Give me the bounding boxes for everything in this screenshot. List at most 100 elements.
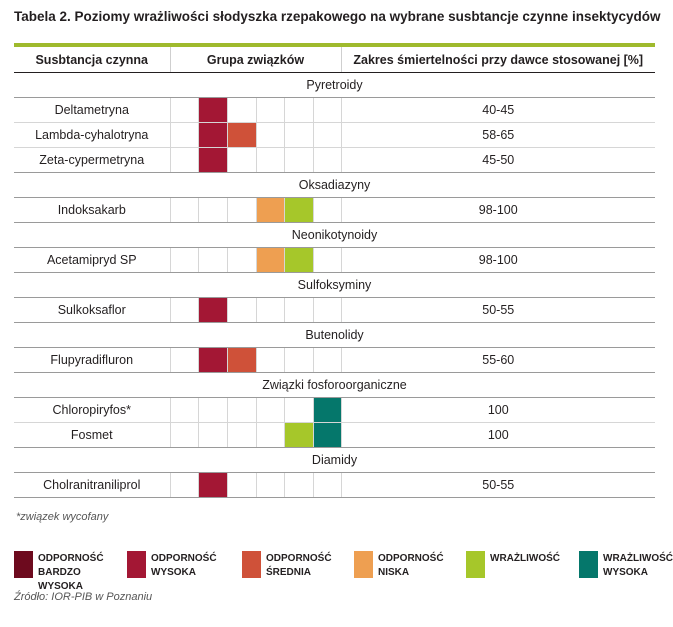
category-label: Oksadiazyny [14,172,655,198]
mortality-value: 55-60 [340,347,655,373]
substance-name: Fosmet [14,422,170,448]
group-cell [283,247,313,273]
header-mortality-range: Zakres śmiertelności przy dawce stosowan… [341,47,655,73]
group-cell [283,422,313,448]
category-row: Oksadiazyny [14,172,655,198]
header-row: Susbtancja czynna Grupa związków Zakres … [14,47,655,73]
table-row: Zeta-cypermetryna 45-50 [14,147,655,173]
table-row: Cholranitraniliprol 50-55 [14,472,655,498]
substance-name: Flupyradifluron [14,347,170,373]
substance-name: Deltametryna [14,97,170,123]
mortality-value: 100 [340,422,655,448]
group-cell [169,97,198,123]
group-cell [169,247,198,273]
group-cell [226,422,256,448]
substance-name: Sulkoksaflor [14,297,170,323]
mortality-value: 100 [340,397,655,423]
group-cell [197,297,227,323]
category-label: Sulfoksyminy [14,272,655,298]
group-cell [169,147,198,173]
category-row: Pyretroidy [14,72,655,98]
group-cell [283,297,313,323]
group-cell [226,297,256,323]
mortality-value: 98-100 [340,247,655,273]
mortality-value: 98-100 [340,197,655,223]
legend: ODPORNOŚĆ BARDZO WYSOKA ODPORNOŚĆ WYSOKA O… [14,550,673,592]
group-cell [169,472,198,498]
legend-label: ODPORNOŚĆ NISKA [378,553,444,578]
group-cell [312,397,341,423]
category-label: Neonikotynoidy [14,222,655,248]
group-cell [312,297,341,323]
group-cell [283,122,313,148]
substance-name: Zeta-cypermetryna [14,147,170,173]
table-row: Fosmet 100 [14,422,655,448]
header-group: Grupa związków [170,47,342,73]
group-cell [312,122,341,148]
group-cell [197,347,227,373]
group-cell [226,97,256,123]
group-cell [226,197,256,223]
category-row: Sulfoksyminy [14,272,655,298]
group-cell [197,422,227,448]
group-cell [283,197,313,223]
table-title: Tabela 2. Poziomy wrażliwości słodyszka … [14,9,661,24]
category-row: Związki fosforoorganiczne [14,372,655,398]
category-label: Diamidy [14,447,655,473]
group-cell [169,347,198,373]
group-cell [255,472,284,498]
group-cell [283,147,313,173]
header-substance: Susbtancja czynna [14,47,171,73]
table-row: Sulkoksaflor 50-55 [14,297,655,323]
legend-swatch [127,551,146,578]
group-cell [283,397,313,423]
footnote: *związek wycofany [16,511,109,523]
category-row: Neonikotynoidy [14,222,655,248]
group-cell [255,197,284,223]
mortality-value: 45-50 [340,147,655,173]
legend-swatch [579,551,598,578]
mortality-value: 50-55 [340,297,655,323]
group-cell [312,422,341,448]
group-cell [226,347,256,373]
group-cell [255,97,284,123]
table-row: Lambda-cyhalotryna 58-65 [14,122,655,148]
group-cell [283,472,313,498]
table-row: Acetamipryd SP 98-100 [14,247,655,273]
group-cell [169,422,198,448]
group-cell [312,347,341,373]
mortality-value: 50-55 [340,472,655,498]
group-cell [255,422,284,448]
group-cell [255,297,284,323]
group-cell [197,472,227,498]
legend-label: ODPORNOŚĆ BARDZO WYSOKA [38,553,104,592]
group-cell [169,397,198,423]
sensitivity-table: Susbtancja czynna Grupa związków Zakres … [14,47,655,498]
substance-name: Cholranitraniliprol [14,472,170,498]
group-cell [226,472,256,498]
title-accent-bar [14,43,655,47]
table-body: Pyretroidy Deltametryna 40-45 Lambda-cyhalo… [14,72,655,498]
group-cell [226,247,256,273]
group-cell [197,397,227,423]
category-row: Butenolidy [14,322,655,348]
group-cell [312,147,341,173]
substance-name: Acetamipryd SP [14,247,170,273]
group-cell [169,297,198,323]
table-row: Deltametryna 40-45 [14,97,655,123]
group-cell [197,97,227,123]
group-cell [255,347,284,373]
group-cell [255,247,284,273]
legend-swatch [242,551,261,578]
group-cell [255,147,284,173]
legend-label: ODPORNOŚĆ ŚREDNIA [266,553,332,578]
group-cell [312,472,341,498]
mortality-value: 58-65 [340,122,655,148]
category-label: Butenolidy [14,322,655,348]
group-cell [312,247,341,273]
group-cell [312,197,341,223]
group-cell [283,97,313,123]
legend-label: ODPORNOŚĆ WYSOKA [151,553,217,578]
table-row: Flupyradifluron 55-60 [14,347,655,373]
group-cell [197,122,227,148]
